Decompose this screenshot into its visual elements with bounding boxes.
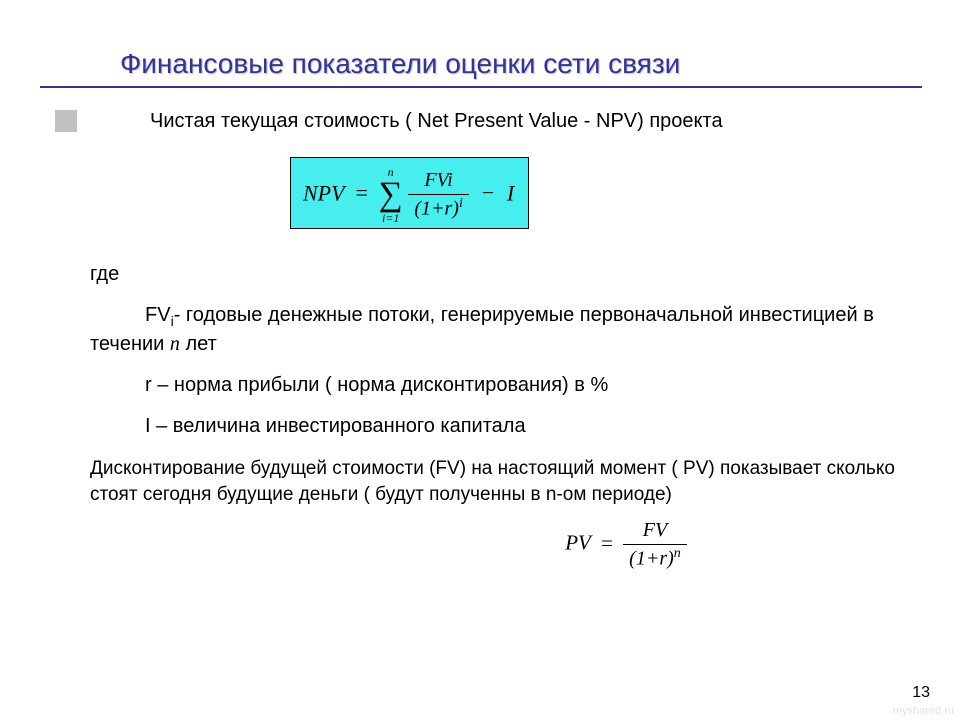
slide-title: Финансовые показатели оценки сети связи (120, 48, 912, 80)
where-label: где (90, 261, 912, 288)
discount-text: Дисконтирование будущей стоимости (FV) н… (90, 456, 912, 507)
slide: Финансовые показатели оценки сети связи … (0, 0, 960, 720)
formula2-fraction: FV (1+r)n (623, 517, 687, 573)
sum-symbol: n ∑ i=1 (379, 166, 403, 224)
page-number: 13 (912, 684, 930, 702)
title-block: Финансовые показатели оценки сети связи (90, 48, 912, 80)
formula2-den-exp: n (674, 546, 681, 561)
npv-formula: NPV = n ∑ i=1 FVi (1+r)i − I (303, 166, 514, 224)
formula1-den-base: (1+r) (414, 198, 459, 220)
formula1-den-exp: i (459, 196, 463, 211)
formula1-lhs: NPV (303, 180, 345, 205)
formula2-eq: = (596, 531, 618, 555)
title-decor-square (55, 110, 77, 132)
formula1-minus: − (474, 180, 501, 205)
formula1-numerator: FVi (408, 167, 469, 194)
watermark: myshared.ru (893, 705, 954, 717)
content: Чистая текущая стоимость ( Net Present V… (90, 108, 912, 573)
subtitle: Чистая текущая стоимость ( Net Present V… (150, 108, 912, 135)
sum-lower: i=1 (379, 212, 403, 224)
formula2-den: (1+r)n (623, 544, 687, 573)
formula2-lhs: PV (565, 531, 590, 555)
def-fv-var: FV (145, 304, 171, 326)
def-fv: FVi- годовые денежные потоки, генерируем… (90, 302, 912, 358)
npv-formula-box: NPV = n ∑ i=1 FVi (1+r)i − I (290, 157, 529, 229)
formula1-tail: I (507, 180, 514, 205)
formula2-num: FV (623, 517, 687, 544)
def-fv-tail: лет (180, 333, 217, 355)
formula1-eq: = (350, 180, 373, 205)
pv-formula: PV = FV (1+r)n (340, 517, 912, 573)
formula2-den-base: (1+r) (629, 548, 674, 570)
title-underline (40, 86, 922, 88)
def-i: I – величина инвестированного капитала (90, 413, 912, 440)
formula1-denominator: (1+r)i (408, 194, 469, 223)
def-fv-n: n (170, 333, 180, 355)
sigma-icon: ∑ (379, 178, 403, 212)
formula1-fraction: FVi (1+r)i (408, 167, 469, 223)
definitions: FVi- годовые денежные потоки, генерируем… (90, 302, 912, 440)
def-r: r – норма прибыли ( норма дисконтировани… (90, 372, 912, 399)
